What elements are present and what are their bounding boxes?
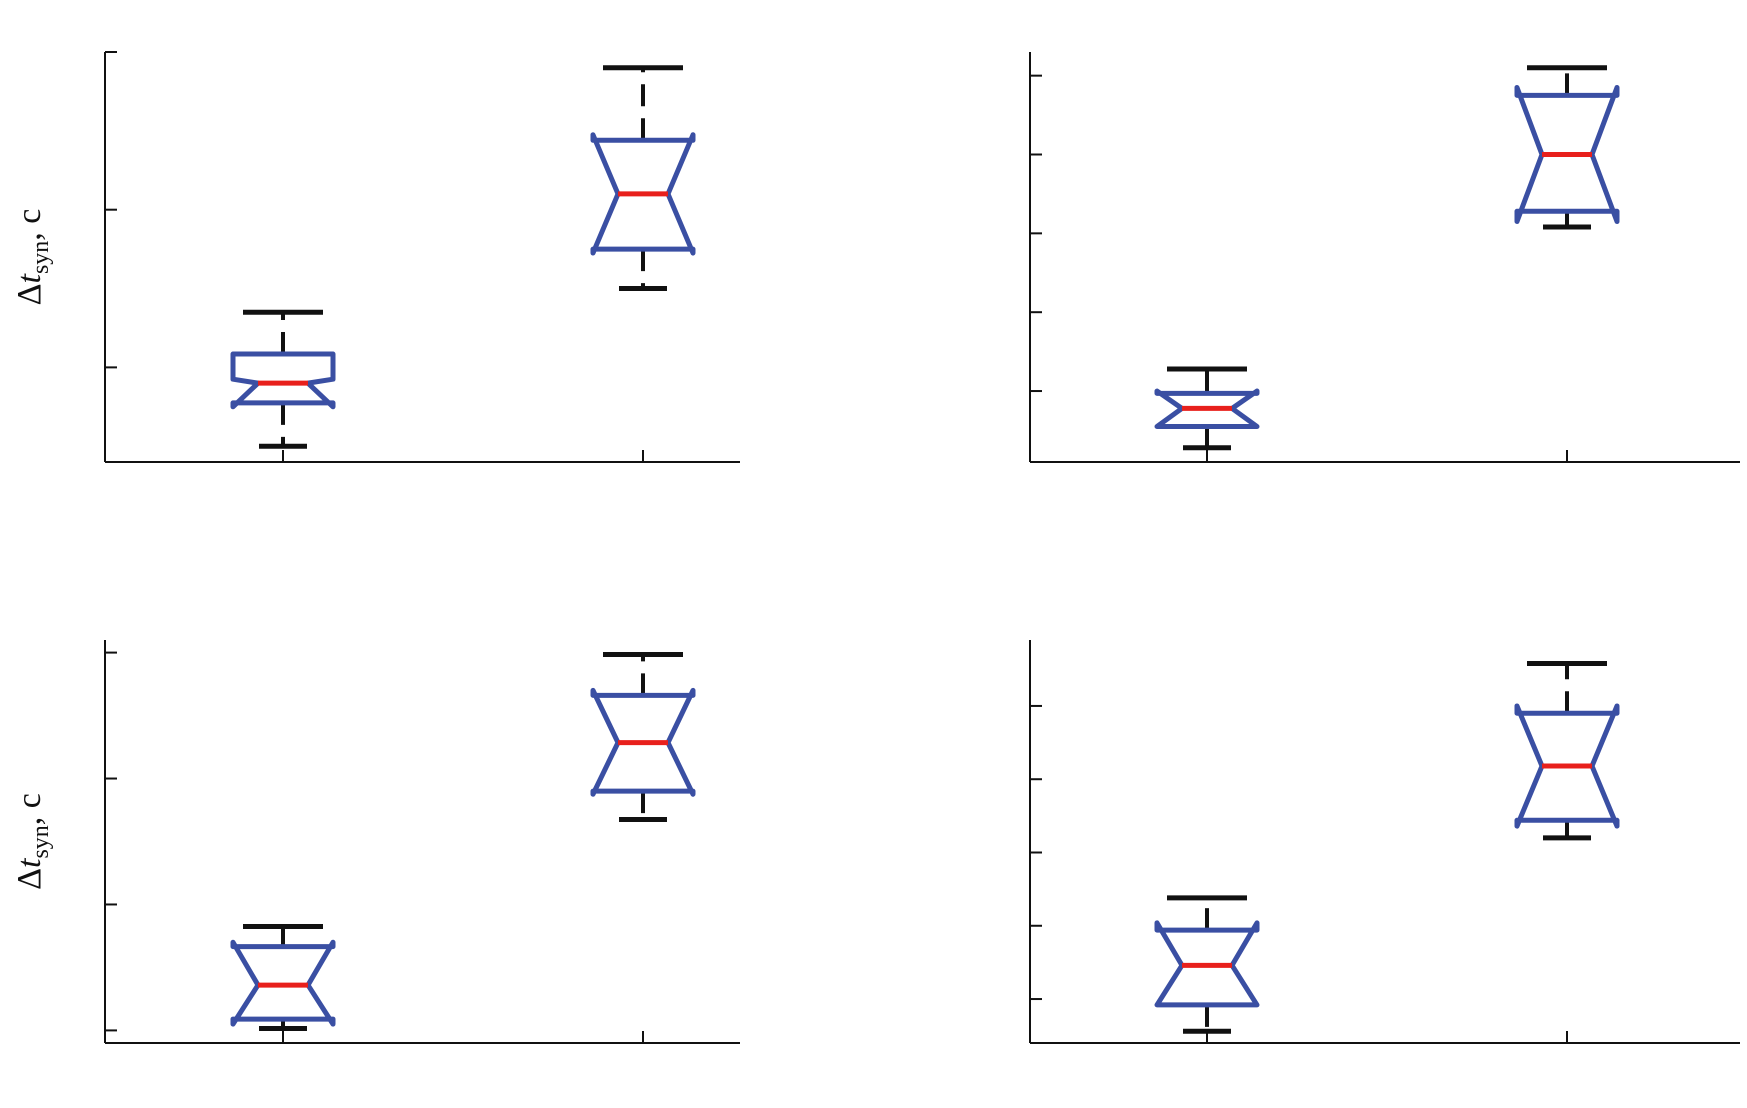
box-1 (1514, 660, 1620, 841)
y-axis-label-delta: Δ (11, 868, 48, 890)
box-1 (590, 65, 696, 292)
y-axis-label-sub: syn (28, 241, 54, 274)
box-0 (230, 924, 336, 1032)
y-axis-label-delta: Δ (11, 284, 48, 306)
notched-box (230, 351, 336, 410)
chart-panel-3 (1029, 640, 1740, 1044)
y-axis-label-sub: syn (28, 825, 54, 858)
y-axis-label: Δtsyn, с (11, 793, 54, 890)
y-axis-label-unit: , с (11, 209, 48, 241)
box-1 (1514, 65, 1620, 230)
y-axis-label: Δtsyn, с (11, 209, 54, 306)
y-axis-label-var: t (11, 273, 48, 284)
box-0 (230, 309, 336, 449)
box-1 (590, 651, 696, 822)
chart-panel-1 (1029, 52, 1740, 463)
box-0 (1154, 366, 1260, 451)
y-axis-label-var: t (11, 857, 48, 868)
chart-panel-0: Δtsyn, с (11, 51, 740, 463)
chart-panel-2: Δtsyn, с (11, 640, 740, 1044)
y-axis-label-unit: , с (11, 793, 48, 825)
box-0 (1154, 895, 1260, 1034)
